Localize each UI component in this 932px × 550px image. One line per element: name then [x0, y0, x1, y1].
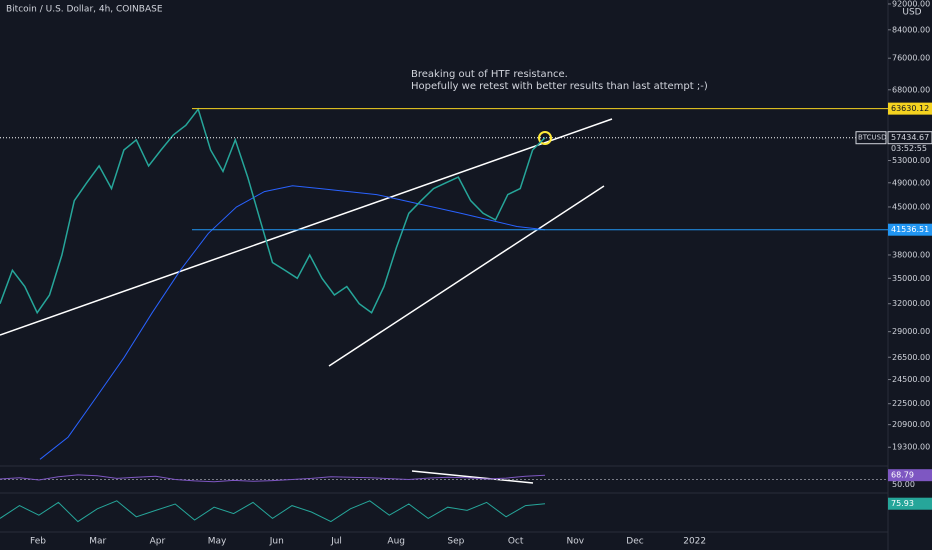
y-tick-label: 20900.00	[892, 420, 930, 429]
price-label: 41536.51	[891, 225, 929, 234]
x-tick-label: Dec	[626, 537, 643, 547]
stoch-line	[0, 500, 546, 523]
y-tick-label: 32000.00	[892, 299, 930, 308]
y-tick-label: 35000.00	[892, 274, 930, 283]
countdown: 03:52:55	[891, 144, 927, 153]
price-axis	[888, 0, 932, 550]
y-tick-label: 29000.00	[892, 327, 930, 336]
y-tick-label: 26500.00	[892, 353, 930, 362]
price-line	[0, 107, 546, 315]
x-tick-label: Apr	[150, 537, 166, 547]
y-tick-label: 19300.00	[892, 443, 930, 452]
y-tick-label: 24500.00	[892, 375, 930, 384]
y-tick-label: 92000.00	[892, 0, 930, 8]
y-tick-label: 68000.00	[892, 85, 930, 94]
rsi-last-label: 68.79	[891, 471, 914, 480]
y-tick-label: 49000.00	[892, 178, 930, 187]
x-tick-label: Jun	[269, 537, 284, 547]
rsi-tick-label: 50.00	[892, 480, 915, 489]
annotation: Hopefully we retest with better results …	[411, 81, 708, 92]
price-label-box	[887, 131, 932, 145]
rsi-line	[0, 474, 546, 483]
x-tick-label: Oct	[508, 537, 524, 547]
price-label: 57434.67	[891, 133, 929, 142]
x-tick-label: Feb	[30, 537, 46, 547]
y-tick-label: 38000.00	[892, 250, 930, 259]
symbol-box	[855, 131, 887, 145]
rsi-last-box	[888, 469, 932, 482]
y-tick-label: 45000.00	[892, 202, 930, 211]
symbol-label: BTCUSD	[858, 134, 887, 142]
y-tick-label: 22500.00	[892, 399, 930, 408]
price-label: 63630.12	[891, 104, 929, 113]
y-tick-label: 76000.00	[892, 54, 930, 63]
stoch-last-box	[888, 497, 932, 510]
price-label-box	[888, 102, 932, 115]
trend-line	[328, 185, 605, 367]
y-tick-label: 53000.00	[892, 156, 930, 165]
price-label-box	[888, 223, 932, 236]
stoch-last-label: 75.93	[891, 499, 914, 508]
highlight-circle	[538, 131, 552, 145]
x-tick-label: Jul	[330, 537, 342, 547]
y-tick-label: 84000.00	[892, 25, 930, 34]
x-tick-label: 2022	[683, 537, 706, 547]
x-tick-label: May	[208, 537, 227, 547]
moving-average	[39, 185, 546, 460]
rsi-trend-line	[411, 470, 534, 484]
x-tick-label: Sep	[447, 537, 464, 547]
x-tick-label: Nov	[567, 537, 585, 547]
x-tick-label: Aug	[387, 537, 405, 547]
x-tick-label: Mar	[89, 537, 106, 547]
trend-line	[0, 118, 613, 336]
currency: USD	[902, 8, 921, 18]
annotation: Breaking out of HTF resistance.	[411, 69, 568, 80]
chart-title: Bitcoin / U.S. Dollar, 4h, COINBASE	[6, 5, 163, 15]
